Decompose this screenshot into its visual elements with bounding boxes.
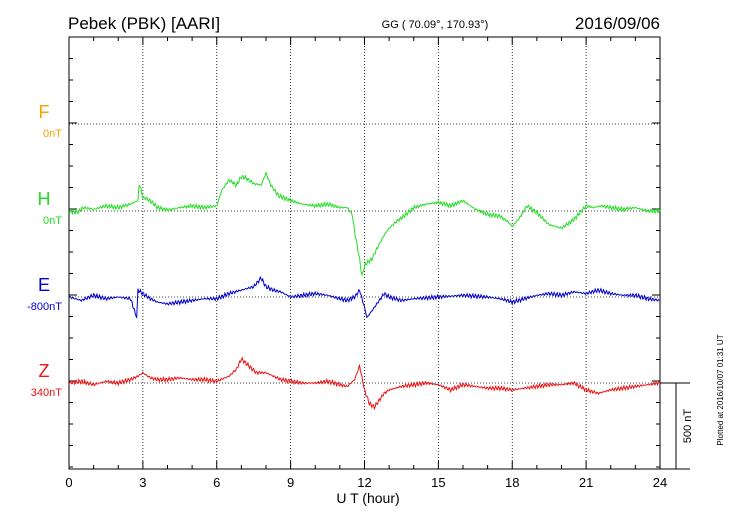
grid: [69, 37, 660, 469]
series-line-e: [68, 275, 661, 320]
x-tick-label: 18: [505, 475, 519, 490]
station-title: Pebek (PBK) [AARI]: [68, 14, 220, 33]
series-baseline-z: 340nT: [31, 387, 62, 399]
series-labels: F 0nT H 0nT E -800nT Z 340nT: [27, 102, 62, 399]
scale-bar: 500 nT: [660, 382, 694, 470]
series-lines: [68, 171, 661, 411]
series-name-e: E: [38, 275, 50, 295]
series-line-h: [68, 171, 661, 277]
series-line-z: [68, 356, 661, 411]
x-tick-label: 6: [213, 475, 220, 490]
x-axis-label: U T (hour): [336, 490, 399, 506]
series-baseline-h: 0nT: [43, 215, 62, 227]
x-tick-label: 24: [653, 475, 667, 490]
series-name-z: Z: [39, 361, 50, 381]
x-tick-label: 21: [579, 475, 593, 490]
series-baseline-f: 0nT: [43, 128, 62, 140]
plotted-timestamp: Plotted at 2016/10/07 01:31 UT: [716, 334, 725, 445]
x-tick-label: 15: [431, 475, 445, 490]
x-tick-label: 9: [287, 475, 294, 490]
x-tick-label: 0: [65, 475, 72, 490]
x-tick-label: 3: [139, 475, 146, 490]
series-name-h: H: [38, 189, 51, 209]
series-baseline-e: -800nT: [27, 301, 62, 313]
geographic-coordinates: GG ( 70.09°, 170.93°): [382, 19, 489, 31]
axis-ticks: [68, 37, 661, 469]
series-name-f: F: [39, 102, 50, 122]
x-tick-labels: 0 3 6 9 12 15 18 21 24: [65, 475, 667, 490]
date-label: 2016/09/06: [575, 14, 660, 33]
scale-bar-label: 500 nT: [682, 409, 694, 444]
x-tick-label: 12: [357, 475, 371, 490]
